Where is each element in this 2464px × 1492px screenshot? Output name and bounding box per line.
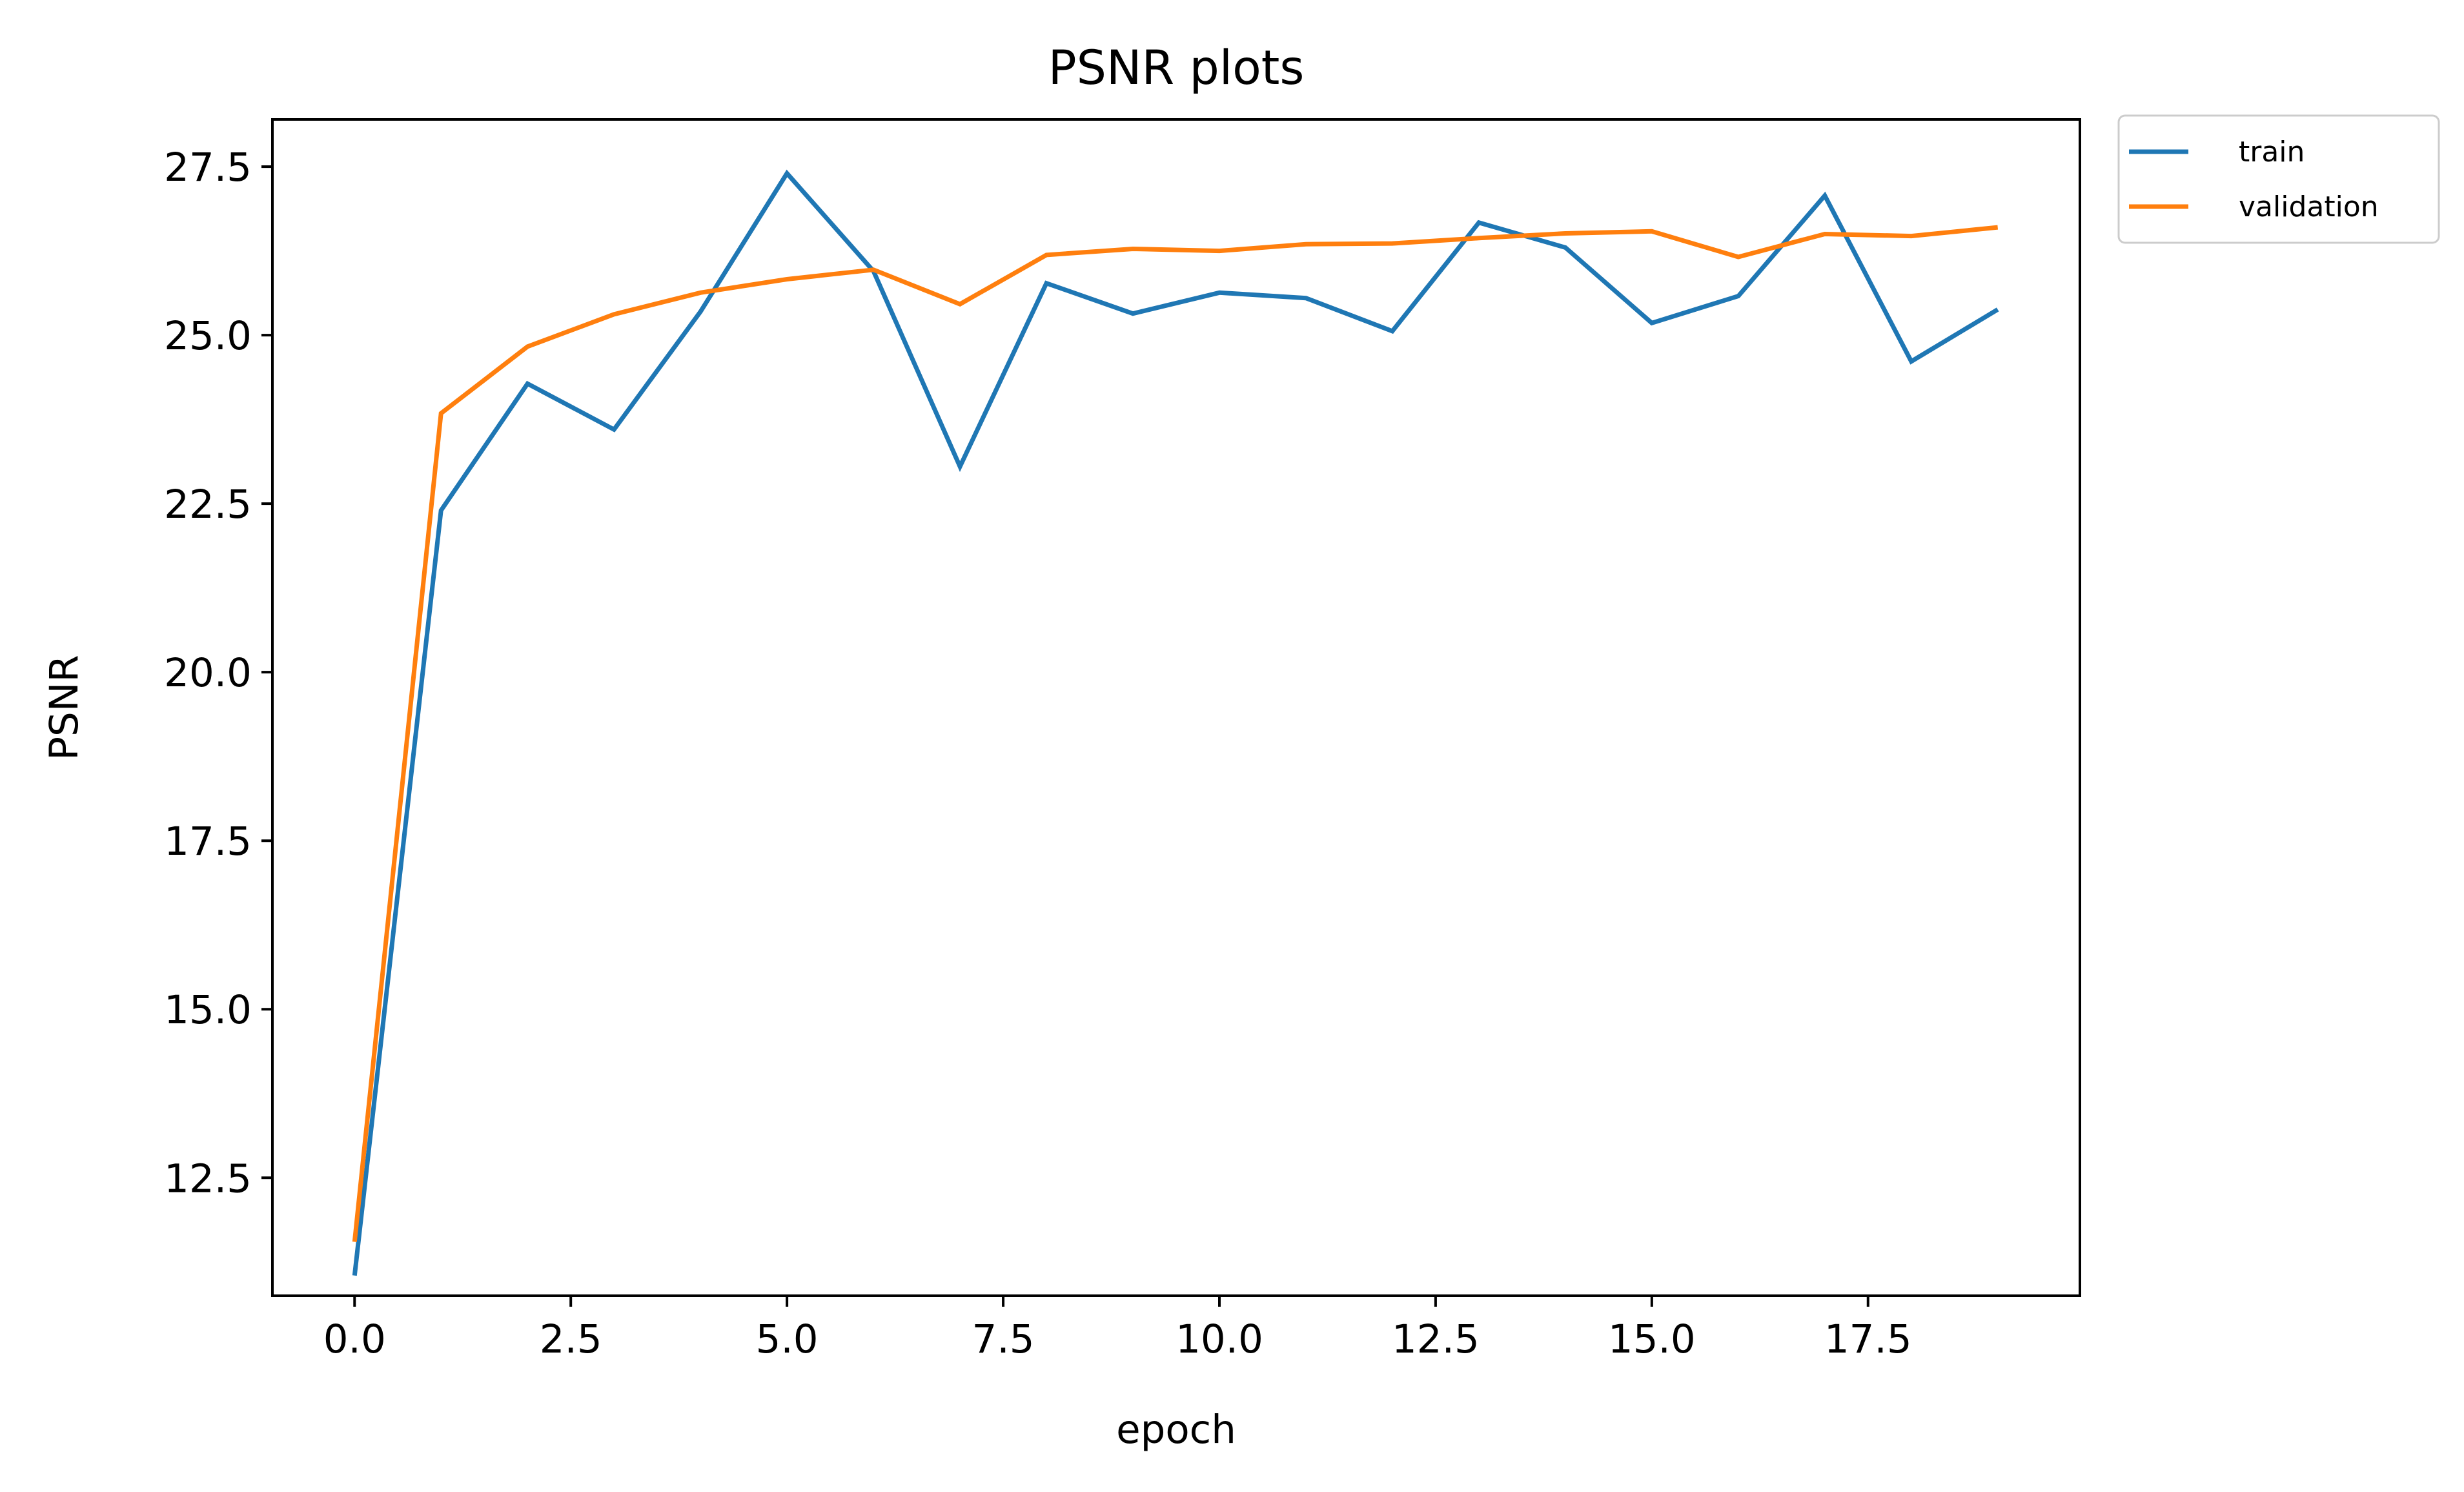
chart-title: PSNR plots: [1048, 41, 1305, 96]
plot-area: 0.0 2.5 5.0 7.5 10.0 12.5 15.0 17.5 12.5 15.0 17.…: [164, 118, 2081, 1362]
x-tick-label: 15.0: [1608, 1316, 1696, 1362]
x-tick-label: 0.0: [323, 1316, 386, 1362]
legend-label-validation: validation: [2239, 190, 2379, 223]
series-line-train: [352, 169, 1999, 1276]
y-tick-label: 22.5: [164, 482, 252, 527]
x-tick-label: 7.5: [972, 1316, 1035, 1362]
x-tick-label: 5.0: [756, 1316, 819, 1362]
x-axis-title: epoch: [1116, 1407, 1236, 1453]
y-axis: 12.5 15.0 17.5 20.0 22.5 25.0 27.5: [164, 145, 272, 1201]
y-tick-label: 17.5: [164, 819, 252, 864]
y-tick-label: 15.0: [164, 987, 252, 1033]
legend: train validation: [2117, 114, 2440, 244]
x-tick-label: 2.5: [540, 1316, 602, 1362]
legend-frame: [2117, 114, 2440, 244]
y-tick-label: 12.5: [164, 1156, 252, 1201]
x-tick-label: 10.0: [1176, 1316, 1263, 1362]
axes-frame: [271, 118, 2081, 1297]
y-tick-label: 27.5: [164, 145, 252, 190]
y-tick-label: 25.0: [164, 313, 252, 359]
y-tick-label: 20.0: [164, 650, 252, 696]
y-axis-title: PSNR: [41, 655, 87, 761]
x-tick-label: 12.5: [1392, 1316, 1480, 1362]
series-line-validation: [352, 225, 1999, 1242]
series-layer: [352, 169, 1999, 1276]
x-axis: 0.0 2.5 5.0 7.5 10.0 12.5 15.0 17.5: [323, 1296, 1912, 1362]
x-tick-label: 17.5: [1824, 1316, 1912, 1362]
legend-label-train: train: [2239, 136, 2305, 169]
